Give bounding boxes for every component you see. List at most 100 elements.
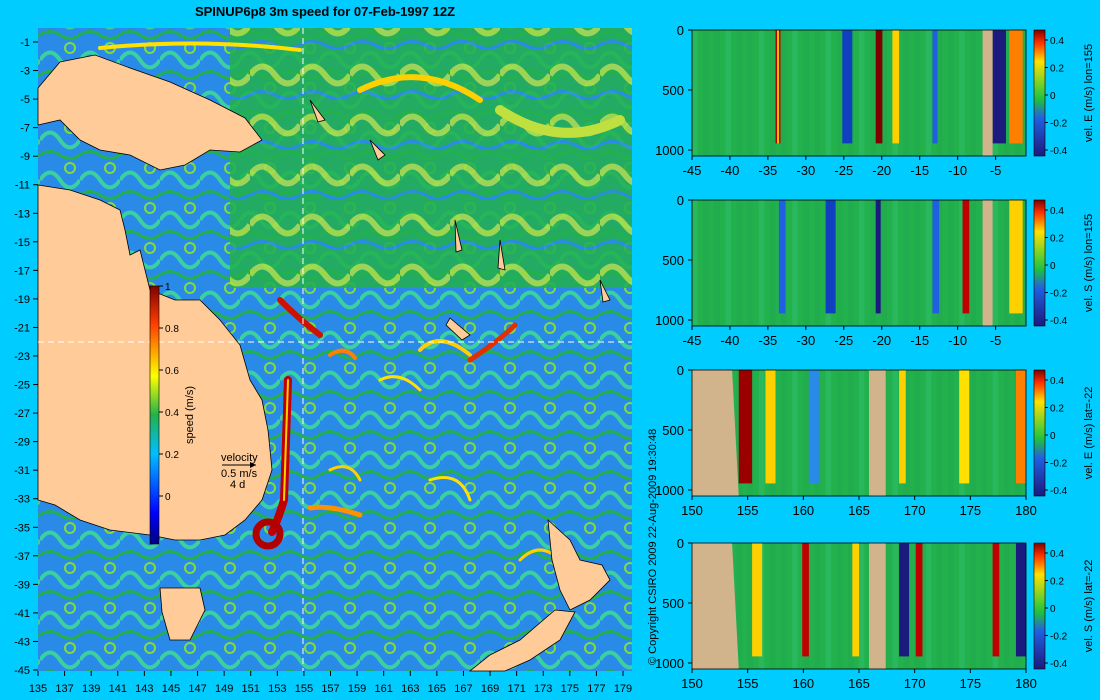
section-4-velocity-feature <box>852 543 859 657</box>
section-2-y-tick-label: 1000 <box>655 313 684 328</box>
map-colorbar-tick-label: 0.6 <box>165 366 179 377</box>
section-4-texture-stripe <box>769 543 776 669</box>
map-x-tick-label: 147 <box>188 683 206 695</box>
section-3-velocity-feature <box>959 370 970 484</box>
section-2-colorbar-tick-label: 0.4 <box>1050 206 1064 217</box>
land-islands <box>309 99 611 303</box>
section-1: 0 500 1000 -45 -40 -35 -30 -25 -20 -15 -10 -5 0.4 0.2… <box>655 23 1095 178</box>
section-4-velocity-feature <box>752 543 763 657</box>
section-3-y-tick-label: 0 <box>677 363 684 378</box>
section-1-velocity-feature <box>932 30 938 144</box>
map-y-tick-label: -9 <box>20 151 30 163</box>
map-y-tick-label: -17 <box>14 265 30 277</box>
section-2-texture-stripe <box>892 200 898 326</box>
section-2-texture-stripe <box>692 200 698 326</box>
section-3-texture-stripe <box>1003 370 1010 496</box>
section-4-texture-stripe <box>959 543 965 669</box>
section-1-velocity-feature <box>777 30 779 144</box>
map-x-tick-label: 179 <box>614 683 632 695</box>
section-2-texture-stripe <box>792 200 798 326</box>
map-title: SPINUP6p8 3m speed for 07-Feb-1997 12Z <box>195 4 455 19</box>
section-1-texture-stripe <box>703 30 709 156</box>
map-y-tick-label: -19 <box>14 294 30 306</box>
map-y-tick-label: -45 <box>14 665 30 677</box>
velocity-legend-arrowhead <box>250 462 256 468</box>
section-2-texture-stripe <box>803 200 809 326</box>
section-4-texture-stripe <box>836 543 843 669</box>
velocity-legend-title: velocity <box>221 452 258 464</box>
section-4-texture-stripe <box>981 543 988 669</box>
map-y-tick-label: -43 <box>14 636 30 648</box>
section-3-texture-stripe <box>970 370 976 496</box>
section-1-texture-stripe <box>725 30 731 156</box>
section-2-texture-stripe <box>936 200 943 326</box>
section-1-texture-stripe <box>881 30 887 156</box>
section-3-colorbar-tick-label: 0.2 <box>1050 404 1064 415</box>
section-3-velocity-feature <box>1015 370 1026 484</box>
section-3-texture-stripe <box>781 370 787 496</box>
section-2-ylabel: vel. S (m/s) lon=155 <box>1083 214 1095 312</box>
map-colorbar-label: speed (m/s) <box>184 386 196 444</box>
section-2-texture-stripe <box>703 200 709 326</box>
map-x-tick-label: 153 <box>268 683 286 695</box>
map-y-tick-label: -23 <box>14 351 30 363</box>
section-1-texture-stripe <box>825 30 832 156</box>
section-1-x-tick-label: -35 <box>759 163 778 178</box>
map-colorbar-tick-label: 0.4 <box>165 408 179 419</box>
section-3-velocity-feature <box>738 370 753 484</box>
section-2-texture-stripe <box>814 200 821 326</box>
velocity-legend-speed: 0.5 m/s <box>221 468 258 480</box>
section-4-velocity-feature <box>915 543 923 657</box>
map-y-tick-label: -13 <box>14 208 30 220</box>
section-3-x-tick-label: 155 <box>737 503 759 518</box>
section-1-y-tick-label: 500 <box>662 83 684 98</box>
section-3-texture-stripe <box>803 370 809 496</box>
section-2-velocity-feature <box>875 200 881 314</box>
section-2-texture-stripe <box>747 200 754 326</box>
section-4-y-tick-label: 1000 <box>655 656 684 671</box>
section-1-texture-stripe <box>758 30 765 156</box>
section-1-x-tick-label: -10 <box>948 163 967 178</box>
velocity-legend-duration: 4 d <box>230 479 245 491</box>
land-new-guinea <box>37 54 263 171</box>
section-3: 0 500 1000 150 155 160 165 170 175 180 0.4 0.2 0 -0.2… <box>655 363 1095 518</box>
map-y-tick-label: -1 <box>20 37 30 49</box>
section-3-colorbar-tick-label: 0.4 <box>1050 376 1064 387</box>
section-4-x-tick-label: 150 <box>681 676 703 691</box>
section-2-texture-stripe <box>769 200 776 326</box>
section-3-x-tick-label: 165 <box>848 503 870 518</box>
section-3-texture-stripe <box>859 370 865 496</box>
section-2-velocity-feature <box>962 200 970 314</box>
section-2-x-tick-label: -10 <box>948 333 967 348</box>
section-1-colorbar-tick-label: 0.2 <box>1050 64 1064 75</box>
map-x-tick-label: 139 <box>82 683 100 695</box>
section-1-texture-stripe <box>736 30 743 156</box>
section-3-velocity-feature <box>808 370 819 484</box>
map-x-tick-label: 169 <box>481 683 499 695</box>
land-new-zealand-south <box>468 609 576 672</box>
section-2-texture-stripe <box>736 200 743 326</box>
section-1-texture-stripe <box>1003 30 1010 156</box>
section-1-x-tick-label: -15 <box>910 163 929 178</box>
section-1-frame <box>691 29 1027 157</box>
map-y-tick-label: -7 <box>20 123 30 135</box>
map-colorbar-tick-label: 1 <box>165 282 171 293</box>
section-panels: 0 500 1000 -45 -40 -35 -30 -25 -20 -15 -10 -5 0.4 0.2… <box>655 23 1095 691</box>
map-x-tick-label: 175 <box>561 683 579 695</box>
land-new-zealand-north <box>547 519 611 611</box>
section-1-texture-stripe <box>948 30 954 156</box>
section-2-y-tick-label: 500 <box>662 253 684 268</box>
section-1-texture-stripe <box>859 30 865 156</box>
section-1-texture-stripe <box>814 30 821 156</box>
section-3-land-section <box>692 370 739 496</box>
section-1-texture-stripe <box>792 30 798 156</box>
section-1-land-section <box>982 30 993 156</box>
section-4-x-tick-label: 180 <box>1015 676 1037 691</box>
map-y-tick-label: -41 <box>14 608 30 620</box>
section-1-velocity-feature <box>992 30 1006 144</box>
land-tasmania <box>159 587 206 641</box>
section-2-x-tick-label: -5 <box>990 333 1002 348</box>
section-2-x-tick-label: -30 <box>796 333 815 348</box>
map-y-tick-label: -5 <box>20 94 30 106</box>
section-1-y-tick-label: 1000 <box>655 143 684 158</box>
